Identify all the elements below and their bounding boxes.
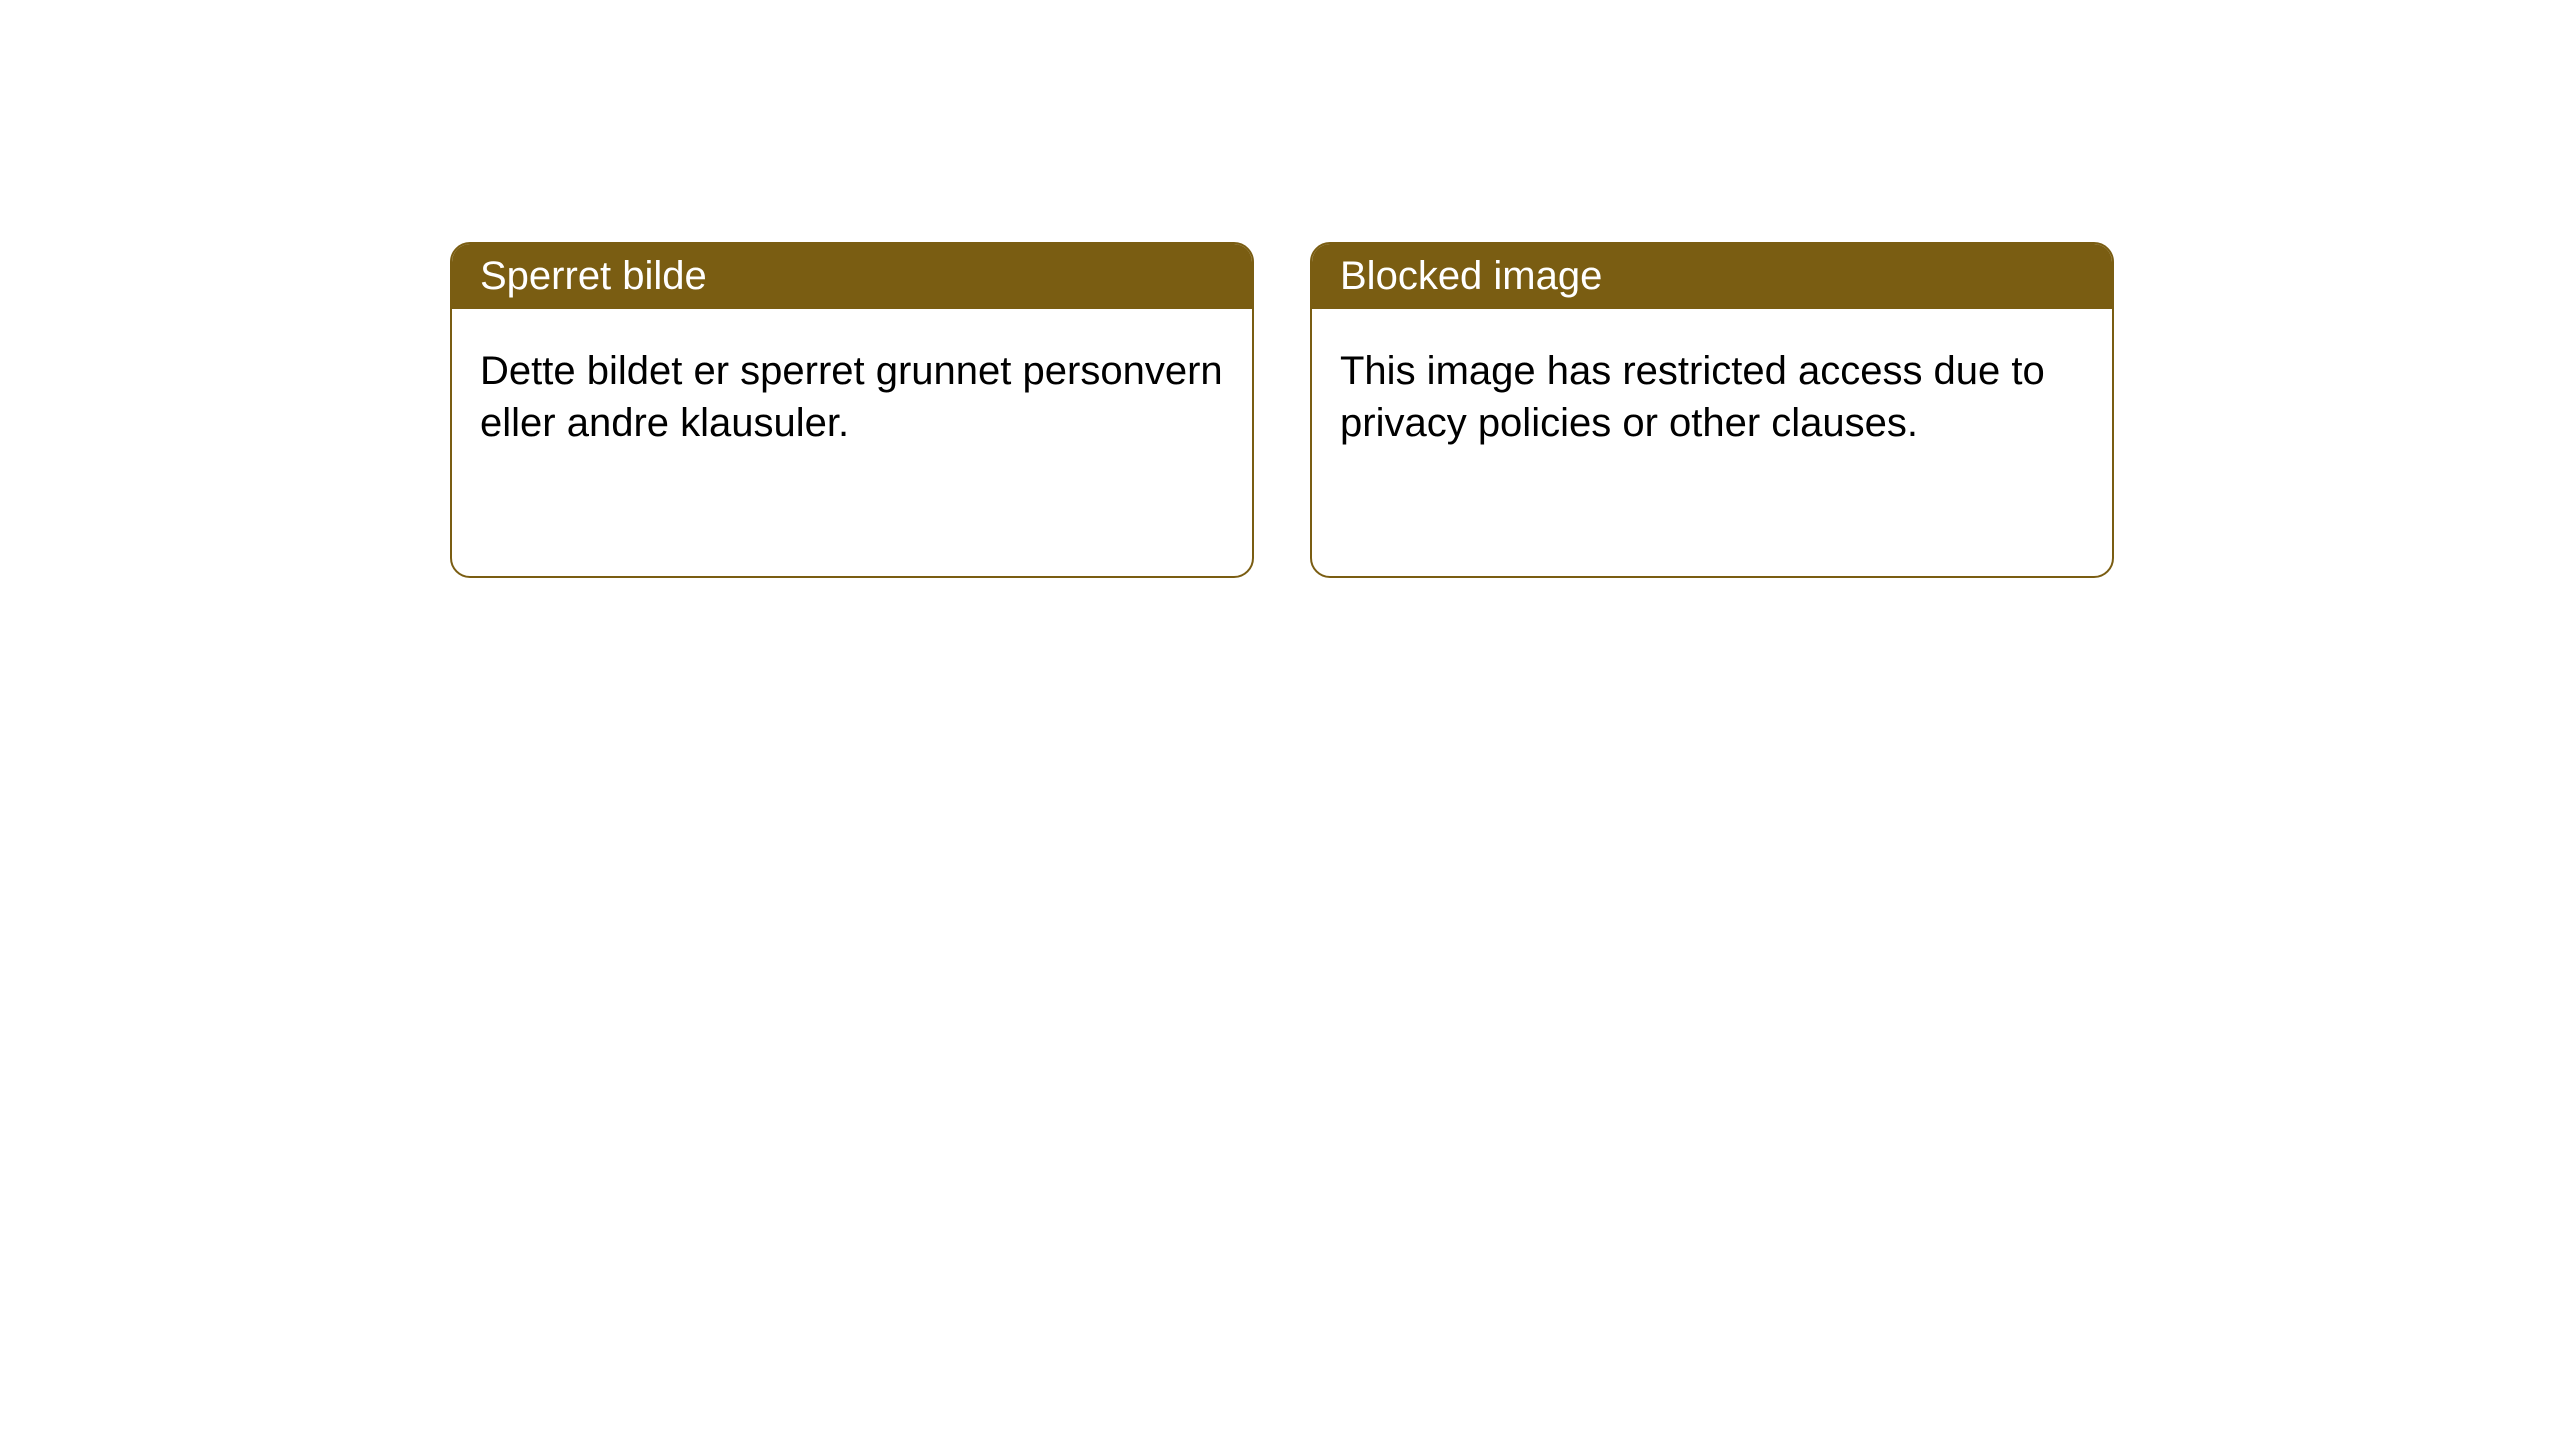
notice-body-english: This image has restricted access due to … [1312, 309, 2112, 485]
notice-container: Sperret bilde Dette bildet er sperret gr… [0, 0, 2560, 578]
notice-title-norwegian: Sperret bilde [452, 244, 1252, 309]
notice-card-english: Blocked image This image has restricted … [1310, 242, 2114, 578]
notice-title-english: Blocked image [1312, 244, 2112, 309]
notice-card-norwegian: Sperret bilde Dette bildet er sperret gr… [450, 242, 1254, 578]
notice-body-norwegian: Dette bildet er sperret grunnet personve… [452, 309, 1252, 485]
